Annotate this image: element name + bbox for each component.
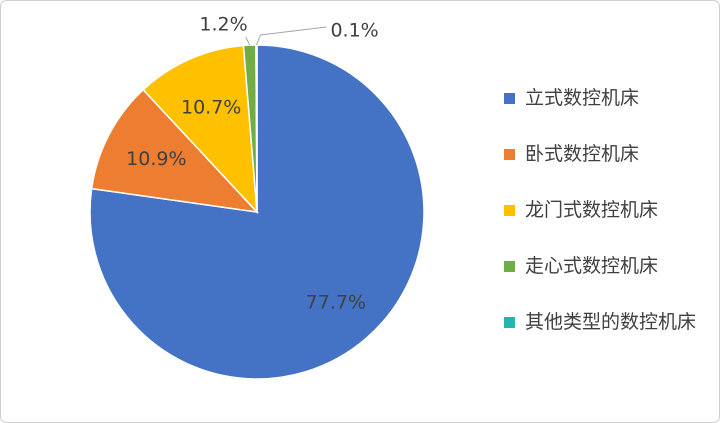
legend-swatch xyxy=(504,93,515,104)
legend-swatch xyxy=(504,205,515,216)
legend-label: 走心式数控机床 xyxy=(525,255,659,277)
legend-item: 卧式数控机床 xyxy=(501,141,716,168)
legend-label: 其他类型的数控机床 xyxy=(525,311,697,333)
pie-slice xyxy=(90,88,259,214)
legend-swatch xyxy=(504,317,515,328)
data-label: 10.7% xyxy=(181,97,241,119)
data-label: 77.7% xyxy=(306,291,366,313)
legend-swatch xyxy=(504,149,515,160)
data-label: 0.1% xyxy=(330,20,378,42)
pie-slice xyxy=(89,44,425,380)
legend-item: 龙门式数控机床 xyxy=(501,197,716,224)
leader-line xyxy=(245,36,251,46)
legend-item: 立式数控机床 xyxy=(501,85,716,112)
legend-item: 走心式数控机床 xyxy=(501,253,716,280)
pie-slice xyxy=(255,44,258,213)
legend: 立式数控机床 卧式数控机床 龙门式数控机床 走心式数控机床其他类型的数控机床 xyxy=(501,85,716,365)
legend-item: 其他类型的数控机床 xyxy=(501,309,716,336)
legend-label: 卧式数控机床 xyxy=(525,143,640,165)
legend-label: 龙门式数控机床 xyxy=(525,199,659,221)
pie-slice xyxy=(142,44,258,215)
data-label: 1.2% xyxy=(199,14,247,36)
data-label: 10.9% xyxy=(126,148,186,170)
legend-label: 立式数控机床 xyxy=(525,87,640,109)
leader-line xyxy=(256,26,327,46)
legend-swatch xyxy=(504,261,515,272)
